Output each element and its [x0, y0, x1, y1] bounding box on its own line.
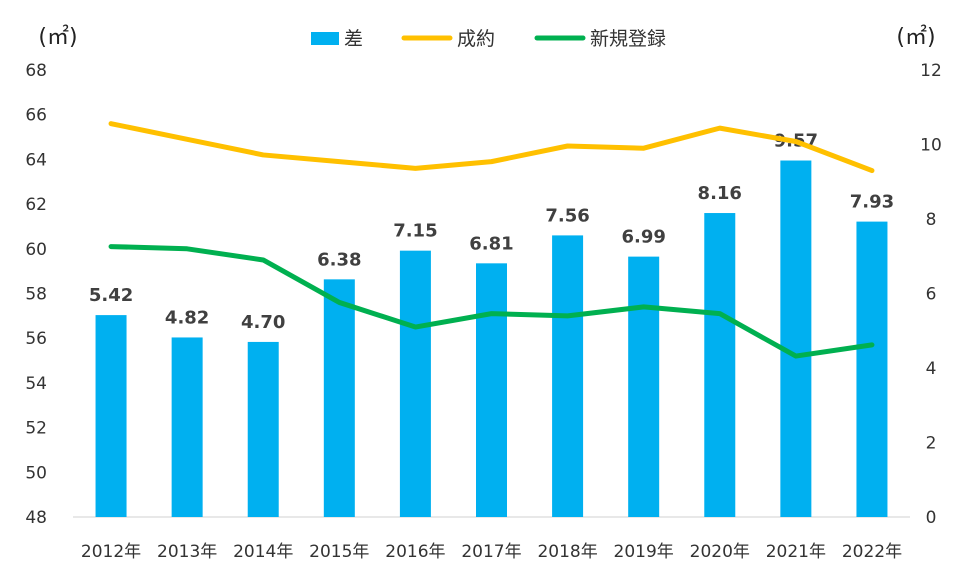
bar-data-label: 7.93: [850, 192, 894, 213]
left-tick-label: 60: [25, 240, 47, 260]
x-tick-label: 2014年: [233, 542, 293, 562]
bar-data-label: 7.15: [393, 221, 437, 242]
bar-sa: [856, 221, 888, 518]
left-tick-label: 54: [25, 374, 47, 394]
bar-sa: [247, 341, 279, 517]
bar-sa: [780, 160, 812, 517]
left-tick-label: 64: [25, 150, 47, 170]
left-tick-label: 62: [25, 195, 47, 215]
x-tick-label: 2021年: [766, 542, 826, 562]
right-tick-label: 6: [926, 285, 937, 305]
bar-data-label: 5.42: [89, 285, 133, 306]
right-axis-unit: (㎡): [896, 24, 935, 50]
bar-sa: [628, 256, 660, 517]
right-tick-label: 2: [926, 434, 937, 454]
right-tick-label: 0: [926, 508, 937, 528]
x-axis: 2012年 2013年 2014年 2015年 2016年 2017年 2018年 2019年…: [81, 542, 902, 562]
legend: 差 成約 新規登録: [311, 28, 666, 50]
bar-data-label: 6.38: [317, 249, 361, 270]
right-tick-label: 10: [920, 136, 942, 156]
x-tick-label: 2012年: [81, 542, 141, 562]
line-series: [108, 121, 875, 359]
line-seiyaku: [108, 121, 875, 174]
left-tick-label: 56: [25, 329, 47, 349]
x-tick-label: 2017年: [461, 542, 521, 562]
left-tick-label: 68: [25, 61, 47, 81]
left-tick-label: 66: [25, 106, 47, 126]
x-tick-label: 2016年: [385, 542, 445, 562]
x-tick-label: 2020年: [690, 542, 750, 562]
left-tick-label: 58: [25, 285, 47, 305]
bar-data-label: 4.82: [165, 307, 209, 328]
line-shinki-touroku: [108, 244, 875, 359]
bar-sa: [95, 315, 127, 517]
bar-sa: [323, 279, 355, 517]
bar-series: [95, 160, 888, 518]
left-axis: 48 50 52 54 56 58 60 62 64 66 68: [25, 61, 47, 528]
right-tick-label: 4: [926, 359, 937, 379]
bar-data-label: 6.81: [469, 233, 513, 254]
bar-sa: [476, 263, 507, 517]
left-tick-label: 48: [25, 508, 47, 528]
legend-swatch-sa: [311, 32, 339, 45]
right-tick-label: 12: [920, 61, 942, 81]
bar-data-label: 7.56: [545, 205, 589, 226]
bar-data-labels: 5.424.82 4.706.387.156.817.566.998.169.57…: [89, 131, 894, 333]
x-tick-label: 2018年: [537, 542, 597, 562]
x-tick-label: 2015年: [309, 542, 369, 562]
left-tick-label: 50: [25, 463, 47, 483]
legend-label-seiyaku: 成約: [457, 28, 495, 50]
left-axis-unit: (㎡): [38, 24, 77, 50]
bar-sa: [399, 250, 431, 517]
legend-label-shinki: 新規登録: [590, 28, 666, 50]
bar-sa: [171, 337, 203, 517]
x-tick-label: 2019年: [614, 542, 674, 562]
bar-data-label: 8.16: [698, 183, 742, 204]
bar-sa: [552, 235, 584, 517]
legend-label-sa: 差: [344, 28, 363, 50]
bar-sa: [704, 213, 736, 518]
bar-data-label: 6.99: [621, 227, 665, 248]
right-axis: 0 2 4 6 8 10 12: [920, 61, 942, 528]
left-tick-label: 52: [25, 419, 47, 439]
right-tick-label: 8: [926, 210, 937, 230]
x-tick-label: 2022年: [842, 542, 902, 562]
x-tick-label: 2013年: [157, 542, 217, 562]
bar-data-label: 4.70: [241, 312, 285, 333]
